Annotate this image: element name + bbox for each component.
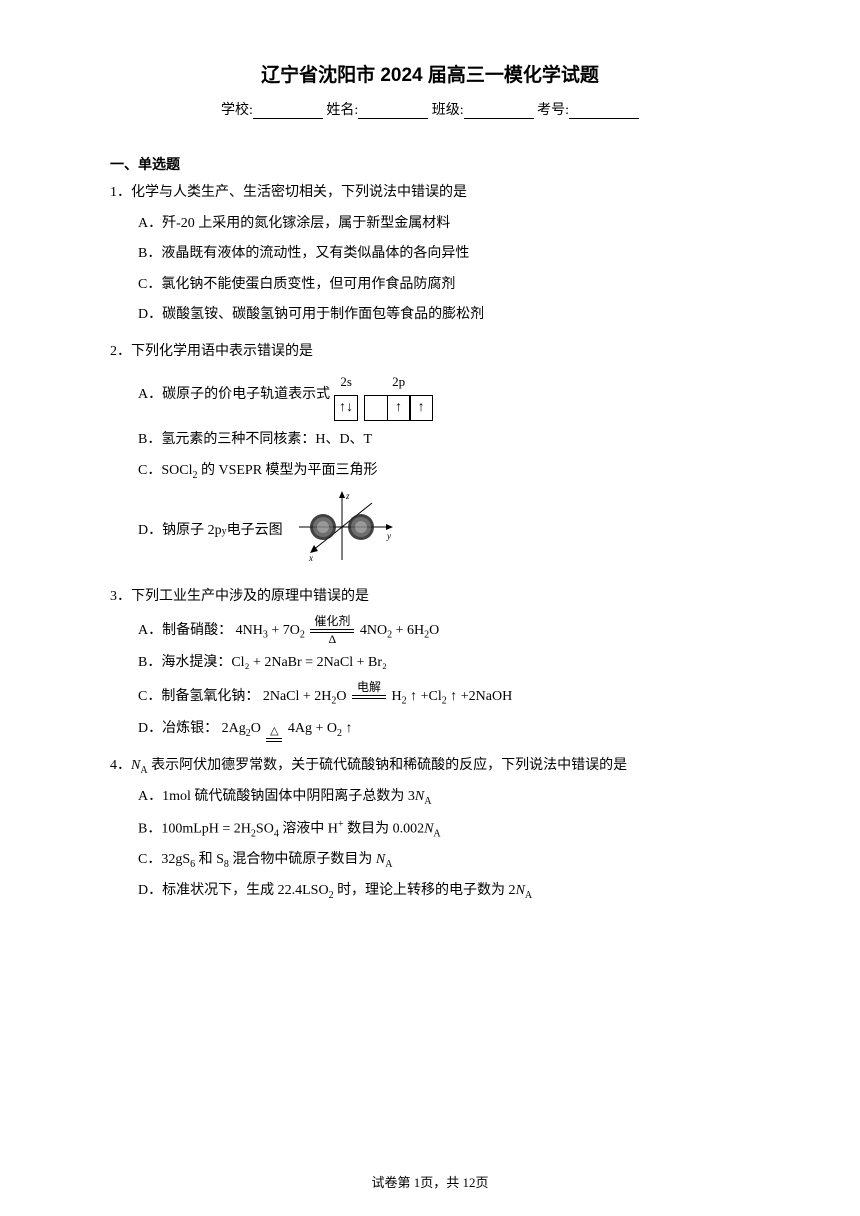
orbital-box — [387, 395, 411, 421]
q3d-arrow: ↑ — [342, 721, 353, 736]
svg-text:y: y — [386, 531, 391, 541]
svg-text:x: x — [308, 553, 313, 563]
page-title: 辽宁省沈阳市 2024 届高三一模化学试题 — [110, 60, 750, 87]
q3a-eq2: + 7O — [268, 623, 300, 638]
q4d-2: 时，理论上转移的电子数为 2 — [334, 883, 516, 898]
orbital-box — [334, 395, 358, 421]
q3a-eq1: 4NH — [236, 623, 263, 638]
name-blank — [358, 105, 428, 119]
q3d-label: D．冶炼银： — [138, 721, 218, 736]
cond-top: 催化剂 — [314, 615, 350, 628]
q4c-2: 和 S — [195, 852, 224, 867]
question-4: 4．NA 表示阿伏加德罗常数，关于硫代硫酸钠和稀硫酸的反应，下列说法中错误的是 … — [110, 753, 750, 905]
orbital-box — [409, 395, 433, 421]
q4-option-d: D．标准状况下，生成 22.4LSO2 时，理论上转移的电子数为 2NA — [110, 878, 750, 905]
orbital-box — [364, 395, 388, 421]
q3b-label: B．海水提溴： — [138, 655, 231, 670]
q3a-eq4: + 6H — [392, 623, 424, 638]
q4-option-a: A．1mol 硫代硫酸钠固体中阴阳离子总数为 3NA — [110, 784, 750, 811]
q4b-1: B．100mLpH = 2H — [138, 821, 251, 836]
q4d-1: D．标准状况下，生成 22.4LSO — [138, 883, 329, 898]
name-label: 姓名: — [326, 103, 358, 118]
examno-label: 考号: — [537, 103, 569, 118]
q1-option-d: D．碳酸氢铵、碳酸氢钠可用于制作面包等食品的膨松剂 — [110, 302, 750, 329]
q2-option-b: B．氢元素的三种不同核素：H、D、T — [110, 427, 750, 454]
q2d-suf: 电子云图 — [227, 518, 283, 545]
school-blank — [253, 105, 323, 119]
reaction-arrow — [266, 724, 282, 742]
q4c-3: 混合物中硫原子数目为 — [229, 852, 376, 867]
q2d-pre: D．钠原子 2p — [138, 518, 222, 545]
q3a-label: A．制备硝酸： — [138, 623, 232, 638]
q2-option-a: A．碳原子的价电子轨道表示式 2s 2p — [110, 370, 750, 422]
q3c-label: C．制备氢氧化钠： — [138, 689, 259, 704]
q1-stem: 1．化学与人类生产、生活密切相关，下列说法中错误的是 — [110, 180, 750, 207]
q3c-eq4: ↑ +2NaOH — [447, 689, 512, 704]
q4b-2: SO — [256, 821, 274, 836]
delta-icon — [270, 724, 278, 737]
question-1: 1．化学与人类生产、生活密切相关，下列说法中错误的是 A．歼-20 上采用的氮化… — [110, 180, 750, 329]
q3d-eq1: 2Ag — [222, 721, 246, 736]
q3c-eq3: ↑ +Cl — [407, 689, 442, 704]
q3a-eq3: 4NO — [360, 623, 387, 638]
q4-a: A — [140, 765, 147, 776]
class-label: 班级: — [432, 103, 464, 118]
school-label: 学校: — [221, 103, 253, 118]
q3-option-c: C．制备氢氧化钠： 2NaCl + 2H2O 电解 H2 ↑ +Cl2 ↑ +2… — [110, 681, 750, 712]
q2c-suf: 的 VSEPR 模型为平面三角形 — [197, 463, 377, 478]
q2-stem: 2．下列化学用语中表示错误的是 — [110, 339, 750, 366]
q4-n: N — [131, 758, 140, 773]
orbital-diagram: 2s 2p — [334, 370, 439, 422]
question-2: 2．下列化学用语中表示错误的是 A．碳原子的价电子轨道表示式 2s 2p B．氢… — [110, 339, 750, 574]
q3d-eq2: 4Ag + O — [288, 721, 337, 736]
electron-cloud-diagram: z y x — [287, 489, 397, 575]
q4b-3: 溶液中 H — [279, 821, 338, 836]
q3b-eq: Cl₂ + 2NaBr = 2NaCl + Br₂ — [231, 655, 387, 670]
q3-option-a: A．制备硝酸： 4NH3 + 7O2 催化剂 Δ 4NO2 + 6H2O — [110, 615, 750, 646]
q4-option-c: C．32gS6 和 S8 混合物中硫原子数目为 NA — [110, 847, 750, 874]
q4-post: 表示阿伏加德罗常数，关于硫代硫酸钠和稀硫酸的反应，下列说法中错误的是 — [148, 758, 628, 773]
q4b-4: 数目为 0.002 — [344, 821, 425, 836]
q3-stem: 3．下列工业生产中涉及的原理中错误的是 — [110, 584, 750, 611]
q3-option-d: D．冶炼银： 2Ag2O 4Ag + O2 ↑ — [110, 716, 750, 743]
page-footer: 试卷第 1页，共 12页 — [0, 1172, 860, 1191]
svg-text:z: z — [345, 491, 350, 501]
cond-top: 电解 — [357, 681, 381, 694]
q3c-eq2: H — [392, 689, 402, 704]
section-header: 一、单选题 — [110, 154, 750, 174]
q1-option-c: C．氯化钠不能使蛋白质变性，但可用作食品防腐剂 — [110, 272, 750, 299]
q1-option-b: B．液晶既有液体的流动性，又有类似晶体的各向异性 — [110, 241, 750, 268]
cond-bot: Δ — [329, 633, 337, 646]
q3c-eq1: 2NaCl + 2H — [263, 689, 332, 704]
q1-option-a: A．歼-20 上采用的氮化镓涂层，属于新型金属材料 — [110, 211, 750, 238]
student-info-line: 学校: 姓名: 班级: 考号: — [110, 99, 750, 119]
q3-option-b: B．海水提溴：Cl₂ + 2NaBr = 2NaCl + Br₂ — [110, 650, 750, 677]
reaction-arrow: 催化剂 Δ — [310, 615, 354, 646]
orbital-2s-label: 2s — [340, 370, 352, 395]
q4a-text: A．1mol 硫代硫酸钠固体中阴阳离子总数为 3 — [138, 789, 415, 804]
orbital-2p-label: 2p — [392, 370, 405, 395]
q4-option-b: B．100mLpH = 2H2SO4 溶液中 H+ 数目为 0.002NA — [110, 815, 750, 843]
reaction-arrow: 电解 — [352, 681, 386, 712]
q4-pre: 4． — [110, 758, 131, 773]
examno-blank — [569, 105, 639, 119]
class-blank — [464, 105, 534, 119]
q2-option-d: D．钠原子 2p y 电子云图 z y x — [110, 489, 750, 575]
q2c-pre: C．SOCl — [138, 463, 192, 478]
q4-stem: 4．NA 表示阿伏加德罗常数，关于硫代硫酸钠和稀硫酸的反应，下列说法中错误的是 — [110, 753, 750, 780]
q4c-1: C．32gS — [138, 852, 190, 867]
question-3: 3．下列工业生产中涉及的原理中错误的是 A．制备硝酸： 4NH3 + 7O2 催… — [110, 584, 750, 743]
q2a-text: A．碳原子的价电子轨道表示式 — [138, 382, 330, 409]
q2-option-c: C．SOCl2 的 VSEPR 模型为平面三角形 — [110, 458, 750, 485]
